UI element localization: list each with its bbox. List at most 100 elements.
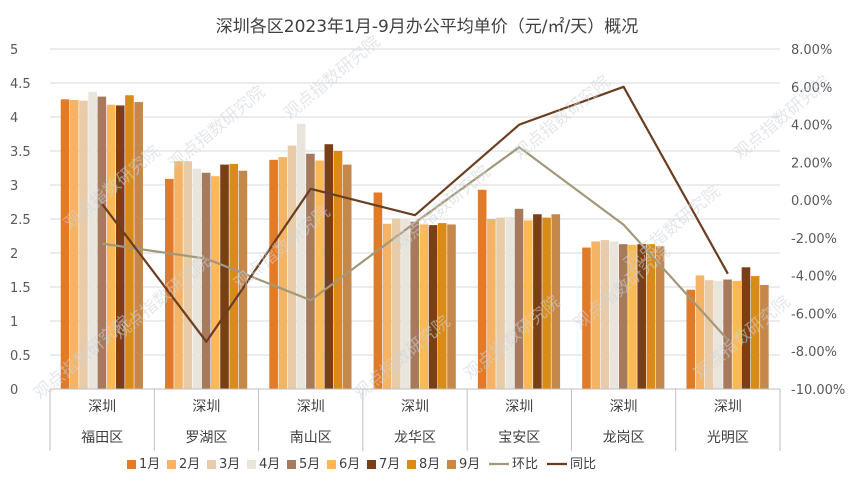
bar-5月-罗湖区: [201, 172, 211, 389]
legend-label-7月: 7月: [379, 457, 400, 472]
bar-5月-福田区: [97, 96, 107, 389]
bar-9月-龙岗区: [655, 246, 665, 389]
legend-label-9月: 9月: [459, 457, 480, 472]
y2-tick-label: -10.00%: [791, 383, 845, 398]
y-tick-label: 0.5: [10, 349, 31, 364]
category-label-bottom: 罗湖区: [185, 430, 227, 446]
category-label-bottom: 福田区: [81, 430, 123, 446]
bar-7月-龙岗区: [637, 244, 646, 389]
legend-swatch-5月: [287, 460, 296, 469]
legend-label-4月: 4月: [259, 457, 280, 472]
bar-6月-南山区: [315, 160, 324, 389]
category-label-bottom: 宝安区: [498, 430, 540, 446]
y-tick-label: 1.5: [10, 281, 31, 296]
legend: 1月 2月 3月 4月 5月 6月 7月 8月 9月 环比 同比: [127, 457, 596, 472]
bar-2月-龙华区: [382, 223, 392, 389]
y-tick-label: 1: [10, 315, 18, 330]
category-label-top: 深圳: [610, 399, 638, 415]
category-label-top: 深圳: [297, 399, 325, 415]
bar-1月-光明区: [686, 289, 696, 389]
bar-6月-宝安区: [523, 220, 533, 389]
category-label-top: 深圳: [401, 399, 429, 415]
y-tick-label: 3.5: [10, 145, 31, 160]
y2-tick-label: 6.00%: [791, 81, 832, 96]
watermark: 观点指数研究院: [165, 82, 269, 174]
bar-9月-龙华区: [447, 224, 456, 389]
bar-2月-南山区: [278, 157, 288, 389]
bar-7月-龙华区: [428, 225, 438, 389]
legend-swatch-6月: [327, 460, 336, 469]
y2-tick-label: -6.00%: [791, 307, 837, 322]
bar-1月-龙华区: [373, 192, 383, 389]
y-axis-ticks: 0 0.5 1 1.5 2 2.5 3 3.5 4 4.5 5: [10, 43, 31, 398]
bar-8月-宝安区: [542, 217, 551, 389]
y2-tick-label: -2.00%: [791, 232, 837, 247]
legend-label-8月: 8月: [419, 457, 440, 472]
y-tick-label: 0: [10, 383, 18, 398]
bar-3月-宝安区: [496, 217, 505, 389]
y2-tick-label: 4.00%: [791, 119, 832, 134]
bar-8月-龙岗区: [646, 244, 656, 389]
x-axis: [49, 388, 781, 451]
legend-swatch-9月: [447, 460, 456, 469]
bar-8月-罗湖区: [229, 163, 239, 389]
bar-2月-光明区: [695, 275, 705, 389]
bar-1月-南山区: [269, 159, 278, 389]
bar-5月-宝安区: [514, 208, 524, 389]
line-环比: [101, 146, 729, 341]
bar-3月-龙华区: [392, 218, 401, 389]
bar-6月-龙华区: [419, 224, 429, 389]
legend-label-6月: 6月: [339, 457, 360, 472]
bar-3月-龙岗区: [600, 240, 610, 389]
y2-tick-label: -4.00%: [791, 270, 837, 285]
legend-swatch-8月: [407, 460, 416, 469]
chart-title: 深圳各区2023年1月-9月办公平均单价（元/㎡/天）概况: [216, 17, 638, 37]
y-tick-label: 5: [10, 43, 18, 58]
y2-tick-label: 8.00%: [791, 43, 832, 58]
legend-label-同比: 同比: [570, 457, 596, 472]
bar-8月-南山区: [333, 151, 343, 389]
bar-9月-福田区: [134, 102, 143, 389]
bar-1月-罗湖区: [165, 178, 174, 389]
bar-4月-罗湖区: [192, 168, 202, 389]
legend-label-2月: 2月: [179, 457, 200, 472]
y-tick-label: 4.5: [10, 77, 31, 92]
category-label-bottom: 龙岗区: [603, 430, 645, 446]
bar-4月-光明区: [714, 280, 723, 389]
bar-4月-龙华区: [401, 219, 410, 389]
bar-2月-宝安区: [487, 219, 496, 389]
bar-5月-龙华区: [410, 221, 419, 389]
bar-4月-龙岗区: [609, 241, 619, 389]
category-label-top: 深圳: [88, 399, 116, 415]
bar-9月-光明区: [760, 284, 769, 389]
bar-9月-南山区: [342, 164, 352, 389]
y-tick-label: 2.5: [10, 213, 31, 228]
category-label-bottom: 南山区: [290, 430, 332, 446]
category-label-top: 深圳: [192, 399, 220, 415]
legend-swatch-7月: [367, 460, 376, 469]
bar-6月-光明区: [732, 280, 742, 389]
category-label-top: 深圳: [714, 399, 742, 415]
bar-1月-宝安区: [477, 189, 487, 389]
bar-4月-南山区: [296, 123, 306, 390]
bar-4月-福田区: [88, 91, 97, 389]
bar-6月-福田区: [106, 104, 116, 389]
bar-6月-龙岗区: [628, 244, 637, 389]
bar-1月-福田区: [60, 99, 70, 389]
legend-label-环比: 环比: [512, 457, 538, 472]
bar-1月-龙岗区: [582, 247, 591, 389]
bar-8月-福田区: [125, 95, 134, 390]
category-label-top: 深圳: [505, 399, 533, 415]
y2-axis-ticks: -10.00% -8.00% -6.00% -4.00% -2.00% 0.00% 2.00…: [791, 43, 845, 398]
bar-8月-龙华区: [438, 223, 447, 389]
y-tick-label: 4: [10, 111, 18, 126]
bar-5月-龙岗区: [618, 244, 628, 389]
line-同比: [101, 85, 729, 343]
category-label-bottom: 光明区: [707, 430, 749, 446]
legend-swatch-3月: [207, 460, 216, 469]
legend-swatch-1月: [127, 460, 136, 469]
bar-2月-罗湖区: [174, 161, 183, 389]
bar-3月-福田区: [79, 100, 88, 390]
bar-2月-福田区: [69, 100, 79, 389]
